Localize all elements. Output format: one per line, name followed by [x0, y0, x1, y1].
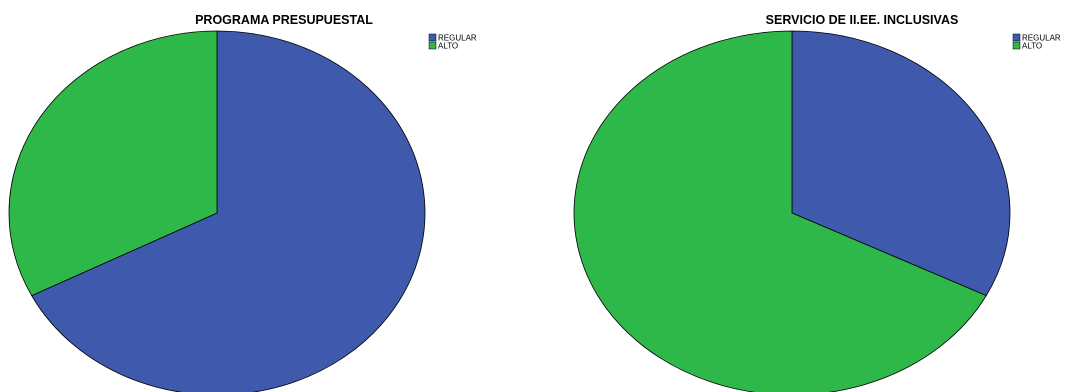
pie-slices-servicio-iiee-inclusivas — [573, 30, 1011, 392]
legend-swatch-regular — [1012, 33, 1021, 42]
pie-chart-programa-presupuestal: PROGRAMA PRESUPUESTAL REGULAR ALTO — [8, 13, 477, 392]
chart-title-programa-presupuestal: PROGRAMA PRESUPUESTAL — [195, 13, 373, 27]
pie-slice-alto — [573, 30, 987, 392]
pie-chart-servicio-iiee-inclusivas: SERVICIO DE II.EE. INCLUSIVAS REGULAR AL… — [573, 13, 1061, 392]
pie-slice-alto — [8, 30, 218, 297]
pie-slice-regular — [31, 30, 426, 392]
legend-label-regular: REGULAR — [1022, 34, 1061, 43]
legend-swatch-alto — [1012, 41, 1021, 50]
legend-label-regular: REGULAR — [438, 34, 477, 43]
legend-label-alto: ALTO — [438, 42, 458, 51]
legend-programa-presupuestal: REGULAR ALTO — [428, 33, 477, 51]
pie-slice-regular — [791, 30, 1011, 297]
legend-swatch-alto — [428, 41, 437, 50]
legend-swatch-regular — [428, 33, 437, 42]
chart-title-servicio-iiee-inclusivas: SERVICIO DE II.EE. INCLUSIVAS — [766, 13, 959, 27]
legend-label-alto: ALTO — [1022, 42, 1042, 51]
pie-slices-programa-presupuestal — [8, 30, 426, 392]
legend-servicio-iiee-inclusivas: REGULAR ALTO — [1012, 33, 1061, 51]
